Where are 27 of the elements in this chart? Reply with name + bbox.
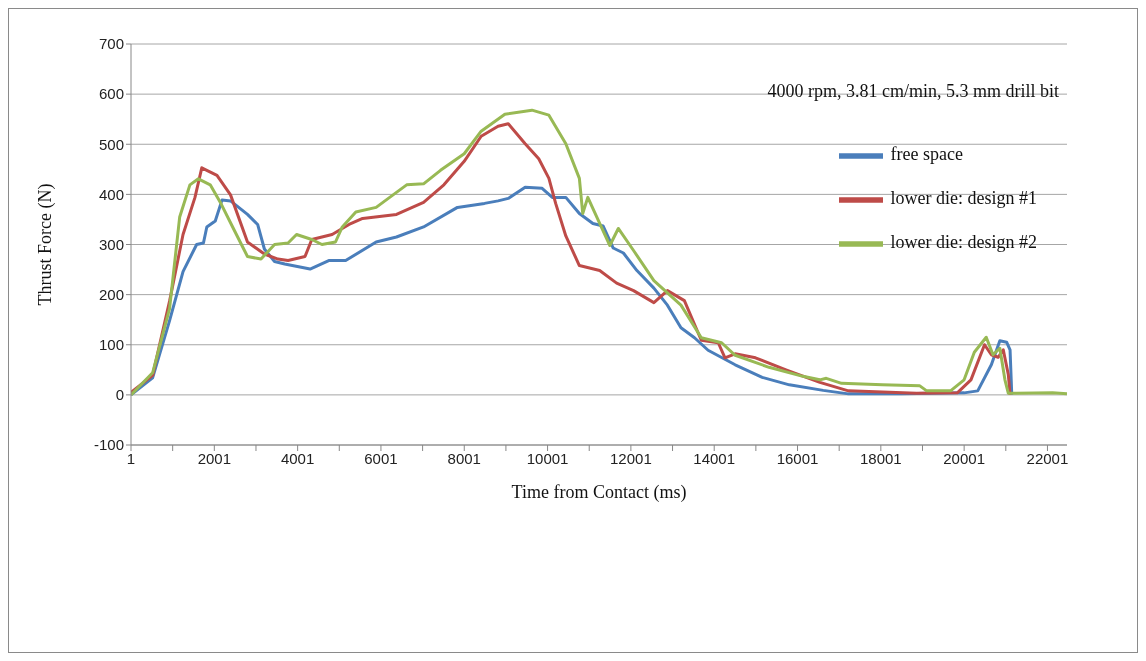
x-tick-label: 20001 <box>943 449 986 467</box>
y-tick-label: 300 <box>98 235 124 253</box>
y-tick-label: 700 <box>98 35 124 53</box>
x-axis-title: Time from Contact (ms) <box>511 482 687 503</box>
y-axis-title: Thrust Force (N) <box>35 183 57 306</box>
x-tick-label: 16001 <box>776 449 819 467</box>
x-tick-label: 2001 <box>197 449 231 467</box>
x-tick-label: 4001 <box>280 449 315 467</box>
legend-label: lower die: design #1 <box>890 188 1037 209</box>
x-tick-label: 18001 <box>859 449 902 467</box>
y-tick-label: -100 <box>93 436 124 454</box>
y-tick-label: 200 <box>98 285 124 303</box>
y-tick-label: 0 <box>115 386 124 404</box>
legend-label: free space <box>890 144 963 165</box>
y-tick-label: 400 <box>98 185 124 203</box>
x-tick-label: 8001 <box>447 449 481 467</box>
x-tick-label: 1 <box>126 449 136 467</box>
legend-label: lower die: design #2 <box>890 232 1037 253</box>
x-tick-label: 22001 <box>1026 449 1069 467</box>
y-tick-label: 100 <box>98 336 124 354</box>
x-tick-label: 12001 <box>610 449 652 467</box>
y-tick-label: 600 <box>98 85 124 103</box>
x-tick-label: 10001 <box>526 449 569 467</box>
annotation: 4000 rpm, 3.81 cm/min, 5.3 mm drill bit <box>767 81 1059 102</box>
y-tick-label: 500 <box>98 135 124 153</box>
x-tick-label: 14001 <box>693 449 736 467</box>
x-tick-label: 6001 <box>364 449 398 467</box>
